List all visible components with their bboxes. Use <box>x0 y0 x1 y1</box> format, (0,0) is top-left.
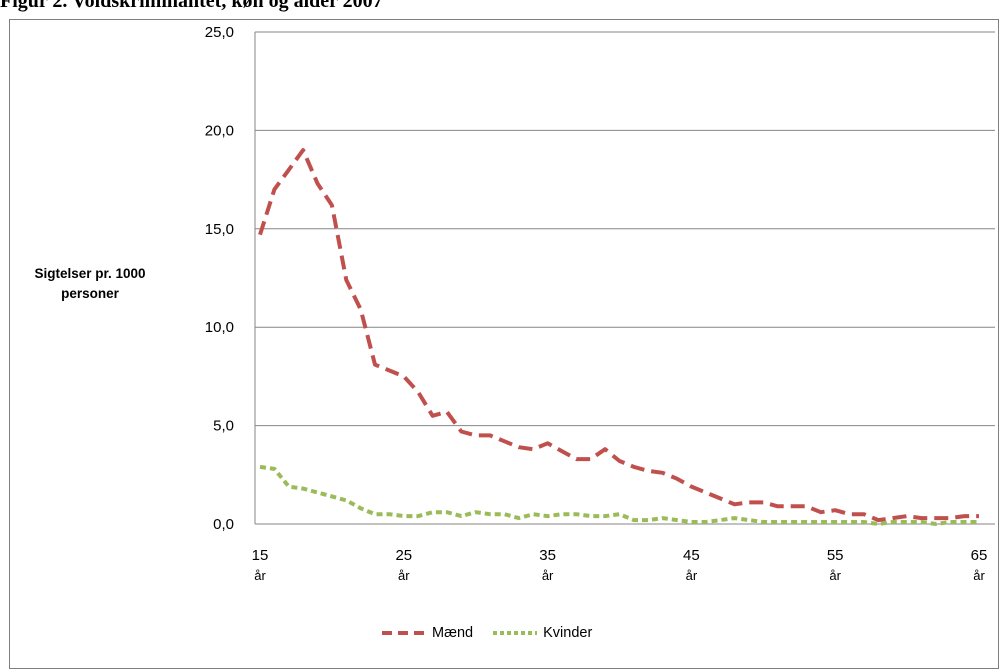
legend-swatch-maend <box>382 631 426 635</box>
legend-label-maend: Mænd <box>432 625 474 641</box>
x-tick-label-1: 25 <box>395 547 412 564</box>
y-tick-label-5: 25,0 <box>205 24 234 41</box>
chart-frame <box>9 19 999 669</box>
series-line-kvinder <box>259 464 979 526</box>
x-tick-unit-3: år <box>686 568 698 583</box>
x-tick-label-2: 35 <box>539 547 556 564</box>
legend-item-kvinder: Kvinder <box>491 625 592 641</box>
series-line-maend <box>258 148 979 523</box>
y-tick-label-0: 0,0 <box>213 516 234 533</box>
x-tick-unit-5: år <box>973 568 985 583</box>
y-axis-label-line-1: Sigtelser pr. 1000 <box>34 266 146 281</box>
x-tick-unit-1: år <box>398 568 410 583</box>
y-tick-label-3: 15,0 <box>205 221 234 238</box>
y-axis-label: Sigtelser pr. 1000 personer <box>30 264 150 304</box>
y-tick-label-1: 5,0 <box>213 418 234 435</box>
legend: Mænd Kvinder <box>380 622 610 644</box>
x-tick-label-3: 45 <box>683 547 700 564</box>
x-tick-unit-4: år <box>829 568 841 583</box>
y-tick-label-2: 10,0 <box>205 319 234 336</box>
legend-label-kvinder: Kvinder <box>543 625 593 641</box>
x-tick-label-4: 55 <box>827 547 844 564</box>
y-tick-label-4: 20,0 <box>205 122 234 139</box>
legend-item-maend: Mænd <box>380 625 473 641</box>
y-axis-label-line-2: personer <box>61 286 119 301</box>
x-tick-label-5: 65 <box>971 547 988 564</box>
legend-swatch-kvinder <box>493 631 538 635</box>
x-tick-unit-2: år <box>542 568 554 583</box>
figure-title: Figur 2. Voldskriminalitet, køn og alder… <box>0 0 383 12</box>
x-tick-unit-0: år <box>254 568 266 583</box>
x-tick-label-0: 15 <box>252 547 269 564</box>
line-chart: 0,0 5,0 10,0 15,0 20,0 25,0 15 år 25 år 35 år 45 år 55… <box>205 24 995 583</box>
